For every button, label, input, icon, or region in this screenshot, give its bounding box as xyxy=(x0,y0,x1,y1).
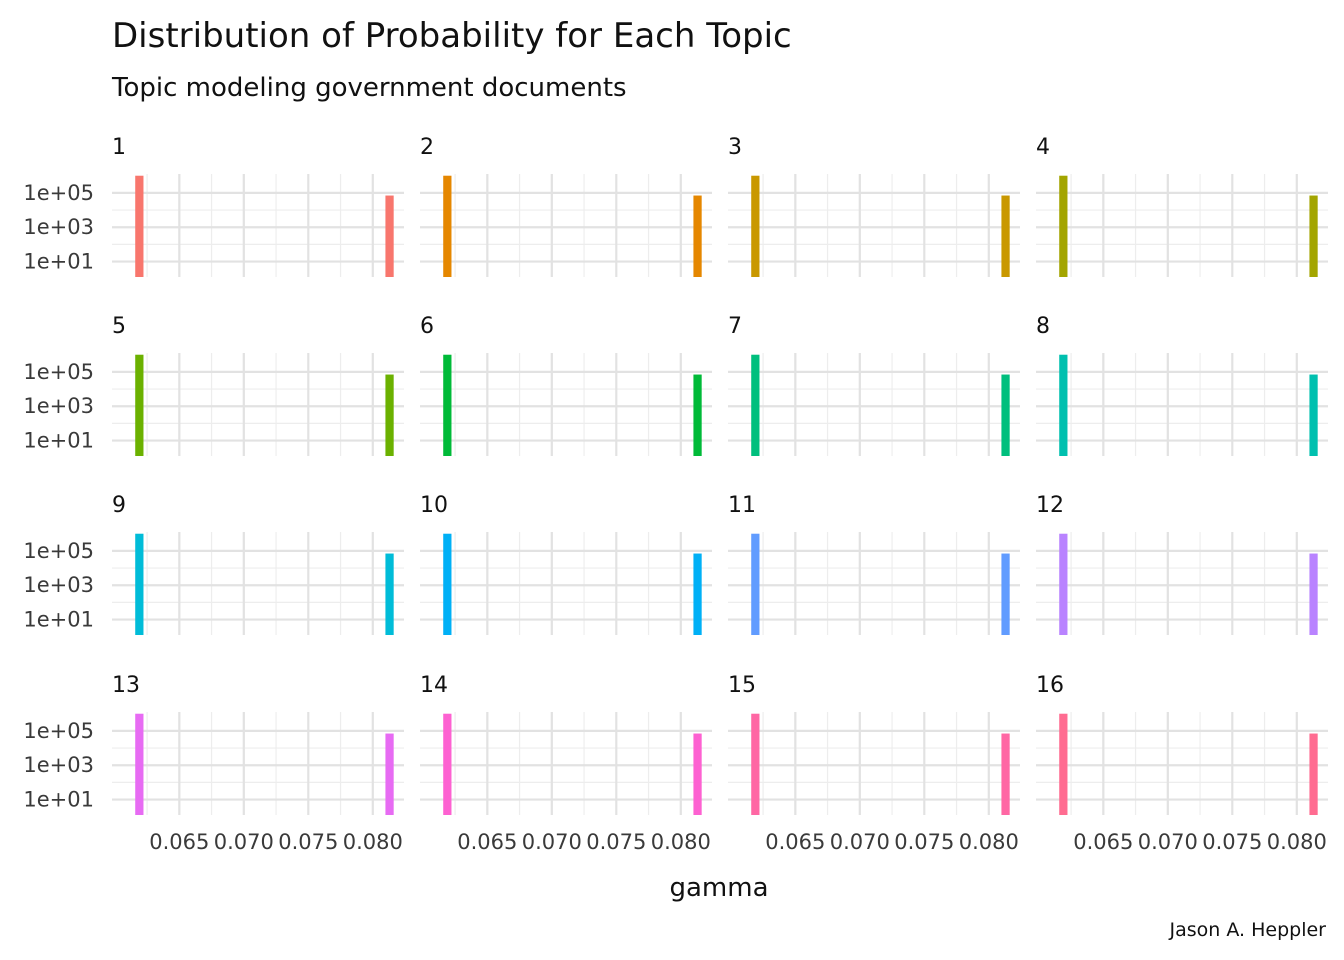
x-tick-label: 0.070 xyxy=(522,830,582,854)
x-tick-label: 0.080 xyxy=(1267,830,1327,854)
facet-strip-label: 7 xyxy=(728,314,742,339)
chart-title: Distribution of Probability for Each Top… xyxy=(112,16,792,56)
x-tick-label: 0.070 xyxy=(1138,830,1198,854)
x-tick-label: 0.075 xyxy=(278,830,338,854)
y-tick-label: 1e+05 xyxy=(23,181,94,205)
facet-strip-label: 3 xyxy=(728,135,742,160)
histogram-bar xyxy=(135,713,144,815)
facet-strip-label: 8 xyxy=(1036,314,1050,339)
histogram-bar xyxy=(1309,733,1318,815)
facet-strip-label: 15 xyxy=(728,673,756,698)
x-tick-label: 0.065 xyxy=(765,830,825,854)
chart-caption: Jason A. Heppler xyxy=(1169,919,1327,941)
facet-panel-5: 5 1e+01 1e+03 1e+05 xyxy=(23,314,404,456)
y-tick-label: 1e+01 xyxy=(23,608,94,632)
histogram-bar xyxy=(1059,713,1068,815)
facet-panel-2: 2 xyxy=(420,135,712,277)
facet-panel-10: 10 xyxy=(420,493,712,635)
y-tick-label: 1e+03 xyxy=(23,215,94,239)
facet-panel-12: 12 xyxy=(1036,493,1328,635)
facet-panel-9: 9 1e+01 1e+03 1e+05 xyxy=(23,493,404,635)
histogram-bar xyxy=(751,533,760,635)
facet-strip-label: 5 xyxy=(112,314,126,339)
x-tick-label: 0.065 xyxy=(1073,830,1133,854)
facet-panel-7: 7 xyxy=(728,314,1020,456)
facet-panel-3: 3 xyxy=(728,135,1020,277)
histogram-bar xyxy=(443,533,452,635)
facet-panel-1: 1 1e+01 1e+03 1e+05 xyxy=(23,135,404,277)
histogram-bar xyxy=(443,713,452,815)
y-tick-label: 1e+01 xyxy=(23,250,94,274)
histogram-bar xyxy=(135,175,144,277)
histogram-bar xyxy=(385,374,394,456)
facet-panel-15: 15 0.065 0.070 0.075 0.080 xyxy=(728,673,1020,854)
facet-panel-14: 14 0.065 0.070 0.075 0.080 xyxy=(420,673,712,854)
x-tick-label: 0.080 xyxy=(959,830,1019,854)
x-axis-label: gamma xyxy=(669,873,768,903)
y-tick-label: 1e+05 xyxy=(23,539,94,563)
histogram-bar xyxy=(1001,733,1010,815)
y-tick-label: 1e+05 xyxy=(23,719,94,743)
histogram-bar xyxy=(1059,175,1068,277)
histogram-bar xyxy=(385,195,394,277)
histogram-bar xyxy=(385,733,394,815)
histogram-bar xyxy=(693,374,702,456)
histogram-bar xyxy=(751,175,760,277)
x-tick-label: 0.065 xyxy=(149,830,209,854)
y-tick-label: 1e+01 xyxy=(23,788,94,812)
x-tick-label: 0.070 xyxy=(830,830,890,854)
histogram-bar xyxy=(751,713,760,815)
facet-strip-label: 10 xyxy=(420,493,448,518)
x-tick-label: 0.075 xyxy=(586,830,646,854)
facet-strip-label: 14 xyxy=(420,673,448,698)
x-tick-label: 0.080 xyxy=(343,830,403,854)
chart-subtitle: Topic modeling government documents xyxy=(111,73,627,103)
facet-strip-label: 11 xyxy=(728,493,756,518)
histogram-bar xyxy=(1309,374,1318,456)
histogram-bar xyxy=(1309,553,1318,635)
facet-panel-4: 4 xyxy=(1036,135,1328,277)
histogram-bar xyxy=(443,354,452,456)
histogram-bar xyxy=(1001,374,1010,456)
x-tick-label: 0.080 xyxy=(651,830,711,854)
facet-panel-8: 8 xyxy=(1036,314,1328,456)
facet-strip-label: 13 xyxy=(112,673,140,698)
histogram-bar xyxy=(1001,195,1010,277)
histogram-bar xyxy=(385,553,394,635)
x-tick-label: 0.075 xyxy=(1202,830,1262,854)
x-tick-label: 0.075 xyxy=(894,830,954,854)
facet-strip-label: 2 xyxy=(420,135,434,160)
facet-panel-6: 6 xyxy=(420,314,712,456)
histogram-bar xyxy=(751,354,760,456)
x-tick-label: 0.065 xyxy=(457,830,517,854)
y-tick-label: 1e+03 xyxy=(23,753,94,777)
facet-strip-label: 16 xyxy=(1036,673,1064,698)
histogram-bar xyxy=(693,733,702,815)
y-tick-label: 1e+03 xyxy=(23,394,94,418)
histogram-bar xyxy=(1059,533,1068,635)
facet-panel-13: 13 1e+01 1e+03 1e+05 0.065 0.070 0.075 0.080 xyxy=(23,673,404,854)
facet-strip-label: 6 xyxy=(420,314,434,339)
histogram-bar xyxy=(1309,195,1318,277)
facet-panel-16: 16 0.065 0.070 0.075 0.080 xyxy=(1036,673,1328,854)
histogram-bar xyxy=(443,175,452,277)
histogram-bar xyxy=(1001,553,1010,635)
histogram-bar xyxy=(1059,354,1068,456)
x-tick-label: 0.070 xyxy=(214,830,274,854)
facet-strip-label: 12 xyxy=(1036,493,1064,518)
facet-strip-label: 1 xyxy=(112,135,126,160)
histogram-bar xyxy=(693,553,702,635)
facet-strip-label: 9 xyxy=(112,493,126,518)
histogram-bar xyxy=(135,533,144,635)
y-tick-label: 1e+01 xyxy=(23,429,94,453)
y-tick-label: 1e+03 xyxy=(23,573,94,597)
facet-strip-label: 4 xyxy=(1036,135,1050,160)
y-tick-label: 1e+05 xyxy=(23,360,94,384)
histogram-bar xyxy=(693,195,702,277)
facet-panel-11: 11 xyxy=(728,493,1020,635)
histogram-bar xyxy=(135,354,144,456)
